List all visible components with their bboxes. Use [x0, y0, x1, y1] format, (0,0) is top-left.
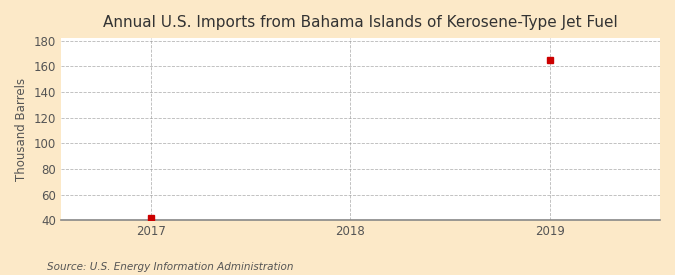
Y-axis label: Thousand Barrels: Thousand Barrels [15, 78, 28, 181]
Title: Annual U.S. Imports from Bahama Islands of Kerosene-Type Jet Fuel: Annual U.S. Imports from Bahama Islands … [103, 15, 618, 30]
Text: Source: U.S. Energy Information Administration: Source: U.S. Energy Information Administ… [47, 262, 294, 272]
